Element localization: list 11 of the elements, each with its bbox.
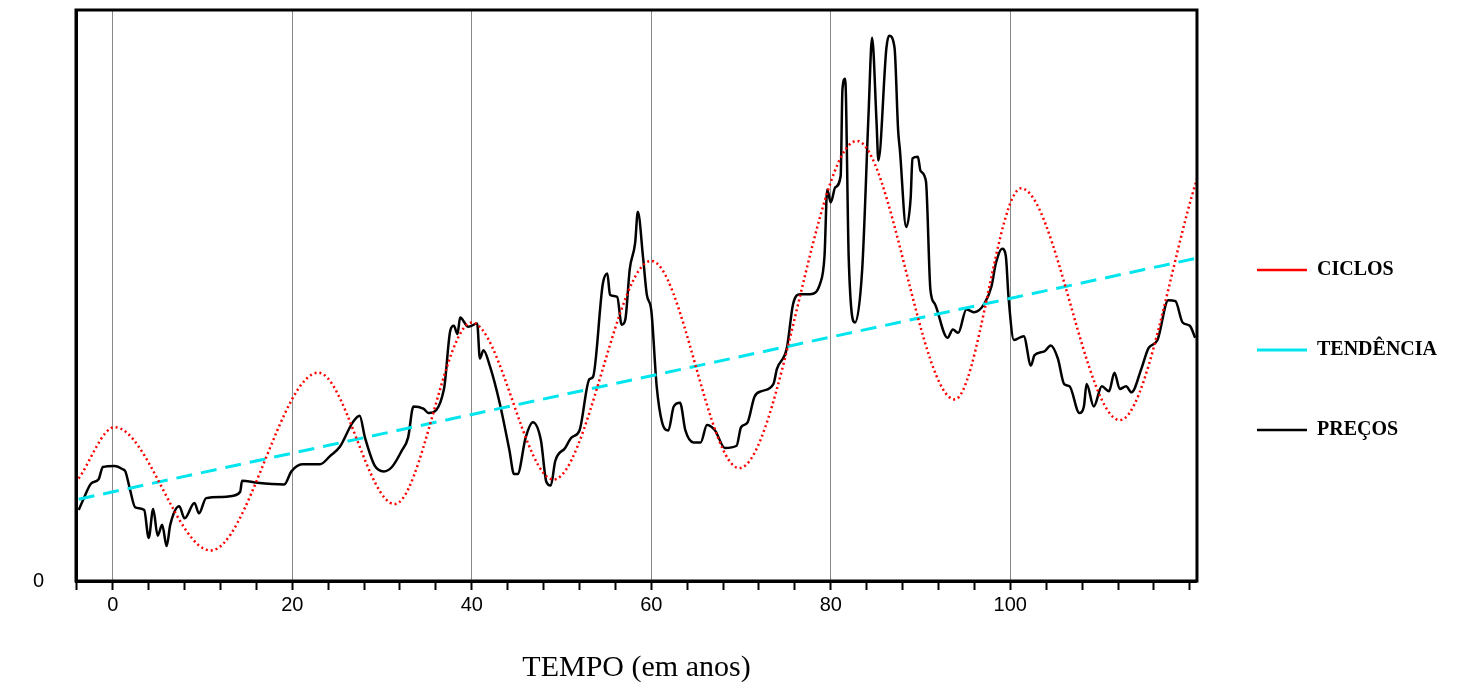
x-axis-title: TEMPO (em anos): [522, 648, 751, 683]
x-tick-label: 80: [819, 592, 842, 615]
legend-label: PREÇOS: [1316, 417, 1399, 441]
x-tick-label: 60: [640, 592, 663, 615]
legend-label: CICLOS: [1316, 257, 1394, 280]
text: 0: [32, 568, 44, 591]
x-tick-label: 20: [281, 592, 304, 615]
x-tick-label: 40: [460, 592, 483, 615]
legend-label: TENDÊNCIA: [1316, 336, 1438, 360]
x-tick-label: 100: [993, 592, 1027, 615]
x-tick-label: 0: [107, 592, 119, 615]
